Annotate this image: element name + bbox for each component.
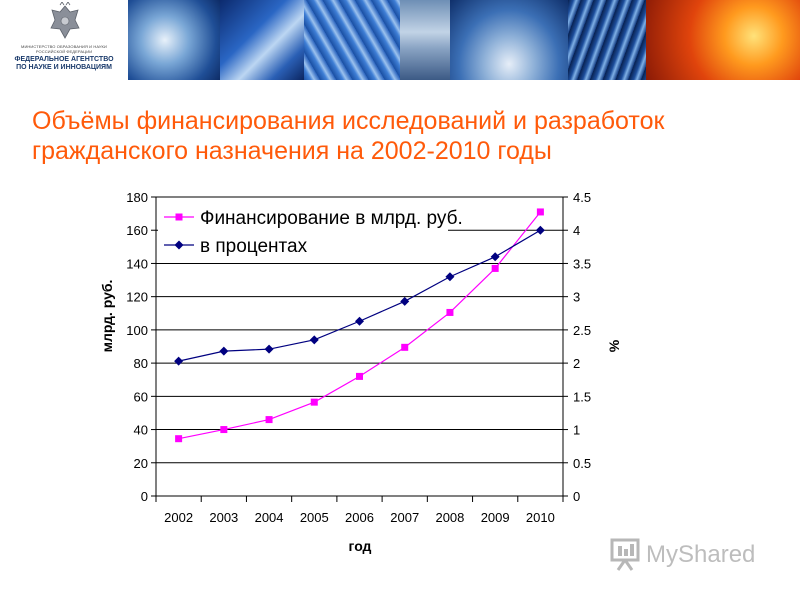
data-point-diamond: [309, 335, 319, 345]
banner-image-6: [568, 0, 646, 80]
x-tick-label: 2005: [300, 510, 329, 525]
agency-line-2: ПО НАУКЕ И ИННОВАЦИЯМ: [16, 64, 112, 71]
agency-name: ФЕДЕРАЛЬНОЕ АГЕНТСТВО ПО НАУКЕ И ИННОВАЦ…: [2, 56, 126, 72]
data-point-diamond: [355, 316, 364, 326]
data-point-square: [446, 308, 454, 316]
data-point-square: [401, 343, 409, 351]
y-tick-label: 180: [126, 190, 148, 205]
data-point-square: [265, 416, 273, 424]
data-point-diamond: [219, 346, 229, 356]
data-point-diamond: [490, 252, 500, 262]
y2-tick-label: 4.5: [573, 190, 591, 205]
funding-chart: 0 20 40 60 80 100 120 140 160 180 0 0.5 1 1.5 2 2.5 3 3.5…: [99, 190, 622, 554]
y2-axis-title: %: [606, 339, 622, 352]
x-tick-label: 2003: [209, 510, 238, 525]
y-tick-label: 20: [134, 456, 148, 471]
data-point-diamond: [445, 272, 455, 282]
x-tick-label: 2007: [390, 510, 419, 525]
y2-tick-label: 1: [573, 423, 580, 438]
banner-image-7: [646, 0, 800, 80]
x-tick-label: 2009: [481, 510, 510, 525]
chart-legend: Финансирование в млрд. руб. в процентах: [158, 202, 463, 260]
y2-tick-label: 0.5: [573, 456, 591, 471]
x-tick-label: 2002: [164, 510, 193, 525]
data-point-diamond: [400, 296, 410, 306]
y-tick-label: 160: [126, 223, 148, 238]
ministry-name: МИНИСТЕРСТВО ОБРАЗОВАНИЯ И НАУКИ РОССИЙС…: [2, 44, 126, 54]
y2-tick-label: 3: [573, 290, 580, 305]
x-tick-label: 2010: [526, 510, 555, 525]
myshared-watermark: MyShared: [610, 538, 755, 571]
chart-series: [174, 208, 545, 443]
coat-of-arms-icon: [50, 2, 80, 39]
data-point-square: [536, 208, 544, 216]
y2-tick-label: 3.5: [573, 256, 591, 271]
agency-logo: МИНИСТЕРСТВО ОБРАЗОВАНИЯ И НАУКИ РОССИЙС…: [0, 0, 128, 80]
watermark-text: MyShared: [646, 541, 755, 568]
data-point-square: [356, 372, 363, 380]
legend-label: Финансирование в млрд. руб.: [200, 208, 463, 229]
x-tick-label: 2004: [255, 510, 284, 525]
x-axis-title: год: [349, 538, 372, 554]
legend-marker-square: [175, 213, 183, 221]
chart-axes: [151, 196, 568, 502]
agency-line-1: ФЕДЕРАЛЬНОЕ АГЕНТСТВО: [14, 56, 114, 63]
y2-tick-label: 1.5: [573, 389, 591, 404]
legend-label: в процентах: [200, 236, 308, 257]
y-tick-label: 140: [126, 256, 148, 271]
legend-marker-diamond: [174, 240, 184, 250]
banner-image-2: [220, 0, 304, 80]
banner-image-3: [304, 0, 400, 80]
banner-image-4: [400, 0, 450, 80]
ministry-line-1: МИНИСТЕРСТВО ОБРАЗОВАНИЯ И НАУКИ: [21, 44, 107, 49]
x-tick-label: 2008: [435, 510, 464, 525]
chart-tick-labels: 0 20 40 60 80 100 120 140 160 180 0 0.5 1 1.5 2 2.5 3 3.5…: [126, 190, 591, 525]
y-tick-label: 40: [134, 423, 148, 438]
presentation-icon: [610, 538, 640, 571]
data-point-square: [310, 398, 318, 406]
y2-tick-label: 2.5: [573, 323, 591, 338]
y-tick-label: 120: [126, 290, 148, 305]
banner-image-5: [450, 0, 568, 80]
slide-title-line-2: гражданского назначения на 2002-2010 год…: [32, 137, 552, 165]
chart-gridlines: [156, 196, 563, 464]
slide-title: Объёмы финансирования исследований и раз…: [32, 106, 772, 166]
banner-image-1: [128, 0, 220, 80]
data-point-diamond: [264, 344, 274, 354]
x-tick-label: 2006: [345, 510, 374, 525]
y2-tick-label: 0: [573, 489, 580, 504]
slide-title-line-1: Объёмы финансирования исследований и раз…: [32, 107, 665, 135]
y-tick-label: 80: [134, 356, 148, 371]
data-point-square: [220, 426, 228, 434]
y-tick-label: 60: [134, 389, 148, 404]
data-point-diamond: [535, 225, 545, 235]
data-point-diamond: [174, 356, 184, 366]
y-tick-label: 100: [126, 323, 148, 338]
data-point-square: [175, 435, 183, 443]
data-point-square: [491, 264, 499, 272]
ministry-line-2: РОССИЙСКОЙ ФЕДЕРАЦИИ: [35, 49, 93, 54]
y2-tick-label: 2: [573, 356, 580, 371]
legend-box: [158, 202, 448, 260]
y2-tick-label: 4: [573, 223, 580, 238]
header-banner: МИНИСТЕРСТВО ОБРАЗОВАНИЯ И НАУКИ РОССИЙС…: [0, 0, 800, 80]
y-tick-label: 0: [141, 489, 148, 504]
y-axis-title: млрд. руб.: [99, 280, 115, 353]
